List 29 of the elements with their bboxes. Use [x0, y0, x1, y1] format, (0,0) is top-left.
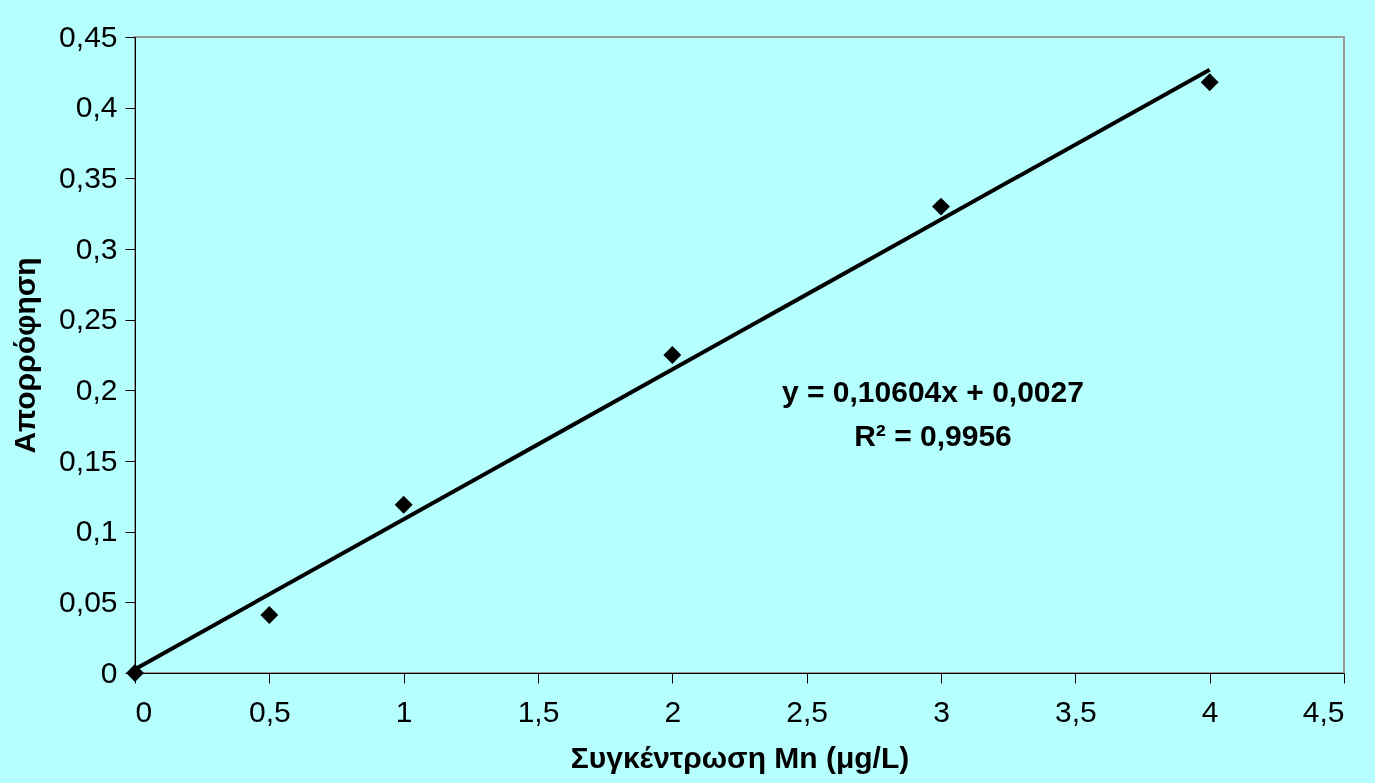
annotation: R² = 0,9956	[854, 419, 1012, 453]
y-tick-label: 0,4	[75, 90, 118, 124]
y-tick-label: 0,1	[75, 514, 118, 548]
y-tick-label: 0,15	[59, 443, 118, 477]
x-tick-label: 1	[395, 694, 413, 728]
x-tick-label: 4	[1201, 694, 1219, 728]
x-tick-label: 4,5	[1302, 694, 1345, 728]
y-axis-title: Απορρόφηση	[8, 257, 42, 454]
point	[663, 346, 682, 364]
point	[932, 197, 950, 216]
x-tick-label: 3,5	[1054, 694, 1097, 728]
x-tick-label: 3	[933, 694, 950, 728]
point	[394, 495, 413, 514]
y-tick-label: 0,35	[59, 160, 118, 194]
point	[1200, 73, 1219, 92]
y-tick-label: 0,25	[59, 302, 118, 336]
x-tick-label: 0,5	[248, 694, 291, 728]
y-tick-label: 0,2	[75, 372, 118, 406]
y-tick-label: 0,05	[59, 584, 118, 618]
y-tick-label: 0,3	[75, 231, 118, 265]
point	[260, 606, 279, 624]
x-tick-label: 0	[135, 694, 153, 728]
y-tick-label: 0,45	[59, 19, 118, 53]
x-tick-label: 2	[664, 694, 682, 728]
x-tick-label: 2,5	[786, 694, 829, 728]
annotation: y = 0,10604x + 0,0027	[781, 375, 1084, 409]
x-axis-title: Συγκέντρωση Mn (μg/L)	[570, 740, 910, 774]
y-tick-label: 0	[100, 655, 118, 689]
x-tick-label: 1,5	[517, 694, 560, 728]
